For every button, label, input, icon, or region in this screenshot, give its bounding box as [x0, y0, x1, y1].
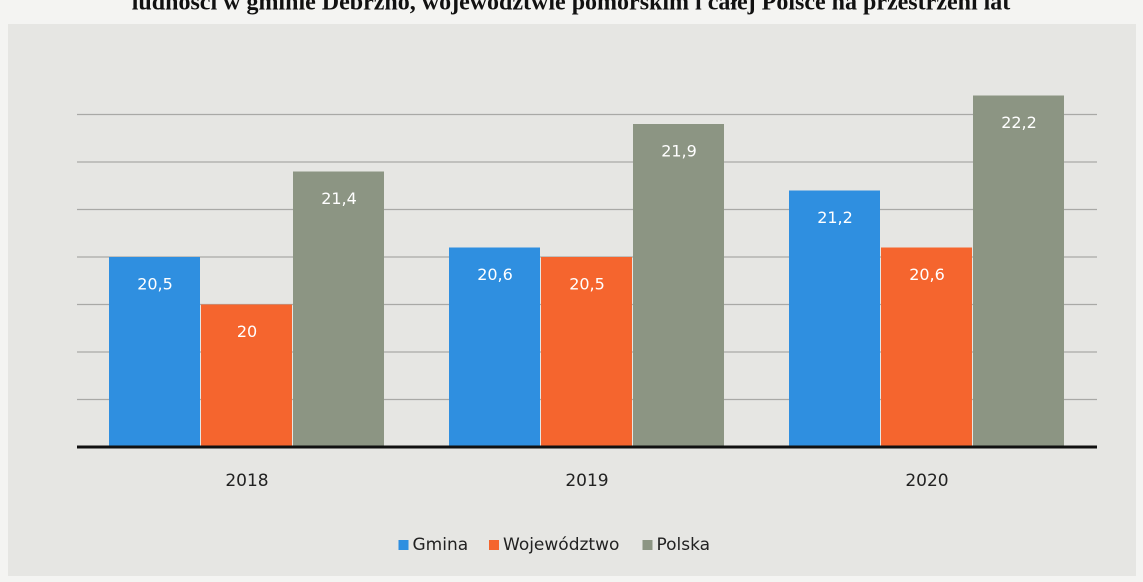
data-label: 21,9	[661, 142, 697, 161]
bar	[633, 124, 724, 447]
x-tick-label: 2020	[905, 471, 948, 491]
legend-swatch	[489, 540, 499, 550]
data-label: 20,5	[137, 275, 173, 294]
bar	[789, 190, 880, 447]
bar	[541, 257, 632, 447]
legend-label: Województwo	[503, 535, 619, 555]
legend-label: Gmina	[413, 535, 469, 555]
data-label: 20	[237, 322, 257, 341]
bar	[293, 171, 384, 447]
x-tick-label: 2019	[565, 471, 608, 491]
legend-swatch	[398, 540, 409, 550]
data-label: 20,6	[477, 265, 513, 284]
data-label: 20,5	[569, 275, 605, 294]
bar	[201, 304, 292, 447]
data-label: 20,6	[909, 265, 945, 284]
legend-swatch	[642, 540, 653, 550]
data-label: 22,2	[1001, 113, 1037, 132]
bar	[973, 95, 1064, 447]
bar	[881, 247, 972, 447]
bar	[449, 247, 540, 447]
x-tick-label: 2018	[225, 471, 268, 491]
bar	[109, 257, 200, 447]
chart-title: ludności w gminie Debrzno, województwie …	[132, 0, 1011, 16]
legend-label: Polska	[657, 535, 711, 555]
data-label: 21,4	[321, 189, 357, 208]
data-label: 21,2	[817, 208, 853, 227]
